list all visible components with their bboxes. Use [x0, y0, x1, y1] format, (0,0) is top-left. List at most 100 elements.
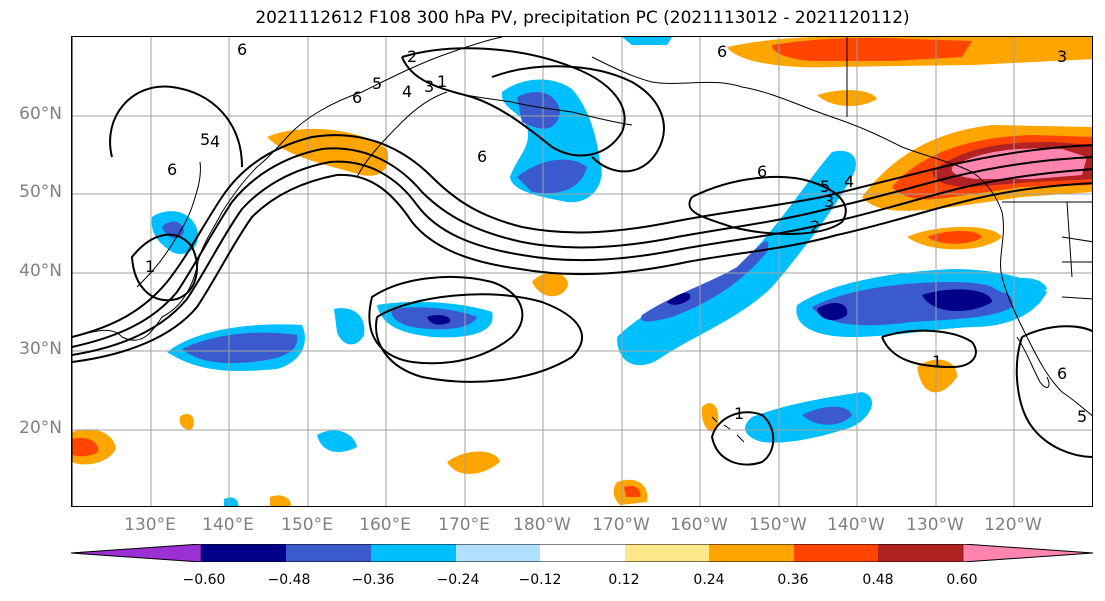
pv-contour-loop-north-2 — [491, 65, 665, 173]
precip-negative-central-2 — [334, 308, 365, 345]
colorbar-tick-label: −0.12 — [518, 572, 562, 588]
coast-baja — [1016, 336, 1050, 388]
pv-contour-west-vortex — [130, 233, 198, 302]
lon-label: 130°W — [906, 515, 964, 535]
pv-contour-loop-north — [401, 47, 626, 157]
colorbar-extend-high — [962, 544, 1093, 562]
contour-label: 5 — [372, 74, 382, 93]
coast-kamchatka — [356, 91, 448, 178]
colorbar-bin — [201, 544, 286, 562]
lat-label: 60°N — [19, 104, 62, 124]
precip-positive-small-2b — [927, 231, 982, 244]
precip-negative-east-core-1 — [817, 303, 848, 321]
coast-asia — [72, 37, 503, 506]
contour-label: 6 — [167, 160, 177, 179]
precip-negative-south-2 — [990, 277, 1047, 296]
precip-positive-south-1 — [447, 451, 500, 475]
colorbar-bin — [540, 544, 625, 562]
contour-label: 3 — [1057, 47, 1067, 66]
map-canvas: 6 5 4 3 2 1 6 6 6 6 5 4 3 2 6 4 5 1 1 1 … — [72, 37, 1092, 506]
lat-label: 20°N — [19, 418, 62, 438]
precip-positive-tiny-2 — [270, 495, 291, 506]
colorbar-tick-label: −0.48 — [267, 572, 311, 588]
precip-negative-tiny-1 — [224, 497, 239, 506]
colorbar-extend-low — [71, 544, 202, 562]
contour-label: 5 — [1077, 407, 1087, 426]
precip-shading — [72, 37, 1092, 506]
precip-negative-central-1-core — [427, 314, 451, 325]
colorbar-tick-label: 0.60 — [946, 572, 978, 588]
precip-negative-bering-inner-2 — [517, 159, 587, 194]
precip-positive-central — [532, 272, 568, 297]
pv-contour-trough — [368, 276, 524, 365]
lat-label: 40°N — [19, 261, 62, 281]
contour-label: 6 — [477, 147, 487, 166]
contour-label: 1 — [932, 352, 942, 371]
lon-label: 130°E — [124, 515, 176, 535]
coast-north-america — [1000, 211, 1092, 417]
coast-aleutians — [451, 91, 633, 126]
lat-label: 30°N — [19, 339, 62, 359]
lon-label: 140°E — [202, 515, 254, 535]
precip-negative-top-small — [622, 37, 672, 45]
coast-japan — [136, 161, 201, 288]
colorbar-tick-label: 0.12 — [608, 572, 640, 588]
contour-label: 3 — [824, 192, 834, 211]
colorbar-bin — [709, 544, 794, 562]
colorbar-bin — [286, 544, 371, 562]
colorbar-bin — [878, 544, 963, 562]
pv-contour-west-big — [109, 85, 243, 168]
contour-label: 4 — [844, 172, 854, 191]
lon-label: 150°W — [749, 515, 807, 535]
lon-label: 170°E — [438, 515, 490, 535]
coast-alaska — [591, 56, 1003, 213]
contour-label: 4 — [402, 82, 412, 101]
colorbar-tick-label: 0.24 — [693, 572, 725, 588]
precip-positive-tiny-1 — [179, 413, 194, 430]
lon-label: 180°W — [513, 515, 571, 535]
contour-label: 2 — [810, 217, 820, 236]
pv-contour-jet-2 — [72, 147, 1092, 348]
coast-hawaii — [711, 416, 745, 443]
contour-label: 1 — [437, 72, 447, 91]
precip-negative-gulf-band-core — [667, 292, 691, 305]
colorbar-tick-label: −0.60 — [182, 572, 226, 588]
pv-contour-baja-loop — [881, 329, 977, 369]
precip-negative-bering-inner — [517, 92, 560, 129]
precip-negative-west-1-inner — [182, 332, 298, 364]
colorbar-tick-label: 0.48 — [862, 572, 894, 588]
colorbar-tick-label: −0.36 — [351, 572, 395, 588]
lat-label: 50°N — [19, 182, 62, 202]
gridlines — [72, 37, 1092, 506]
precip-positive-top-strip-core — [772, 37, 972, 61]
contour-label: 2 — [407, 47, 417, 66]
contour-label: 4 — [210, 132, 220, 151]
lon-label: 160°E — [359, 515, 411, 535]
precip-positive-west-edge-core — [72, 437, 99, 457]
contour-label: 3 — [424, 77, 434, 96]
pv-contour-hawaii-circle — [710, 411, 775, 466]
lon-label: 160°W — [670, 515, 728, 535]
lon-label: 140°W — [827, 515, 885, 535]
contour-label: 6 — [1057, 364, 1067, 383]
contour-label: 6 — [757, 162, 767, 181]
pv-contour-jet-1 — [72, 134, 1092, 338]
precip-negative-east-core-2 — [922, 289, 992, 312]
precip-positive-hawaii-west — [701, 403, 719, 432]
contour-label: 6 — [237, 40, 247, 59]
contour-label-group: 6 5 4 3 2 1 6 6 6 6 5 4 3 2 6 4 5 1 1 1 … — [145, 40, 1087, 426]
colorbar-bin — [625, 544, 709, 562]
colorbar-bin — [456, 544, 540, 562]
contour-label: 6 — [717, 42, 727, 61]
colorbar-bin — [371, 544, 456, 562]
pv-contour-gulf — [688, 176, 847, 235]
contour-label: 5 — [820, 177, 830, 196]
map-plot-area: 6 5 4 3 2 1 6 6 6 6 5 4 3 2 6 4 5 1 1 1 … — [71, 36, 1093, 507]
colorbar-tick-label: −0.24 — [436, 572, 480, 588]
contour-label: 5 — [200, 130, 210, 149]
pv-contour-jet-4 — [72, 173, 1092, 363]
colorbar-tick-label: 0.36 — [777, 572, 809, 588]
lon-label: 150°E — [281, 515, 333, 535]
precip-positive-south-2-core — [624, 485, 641, 497]
contour-label: 6 — [352, 88, 362, 107]
